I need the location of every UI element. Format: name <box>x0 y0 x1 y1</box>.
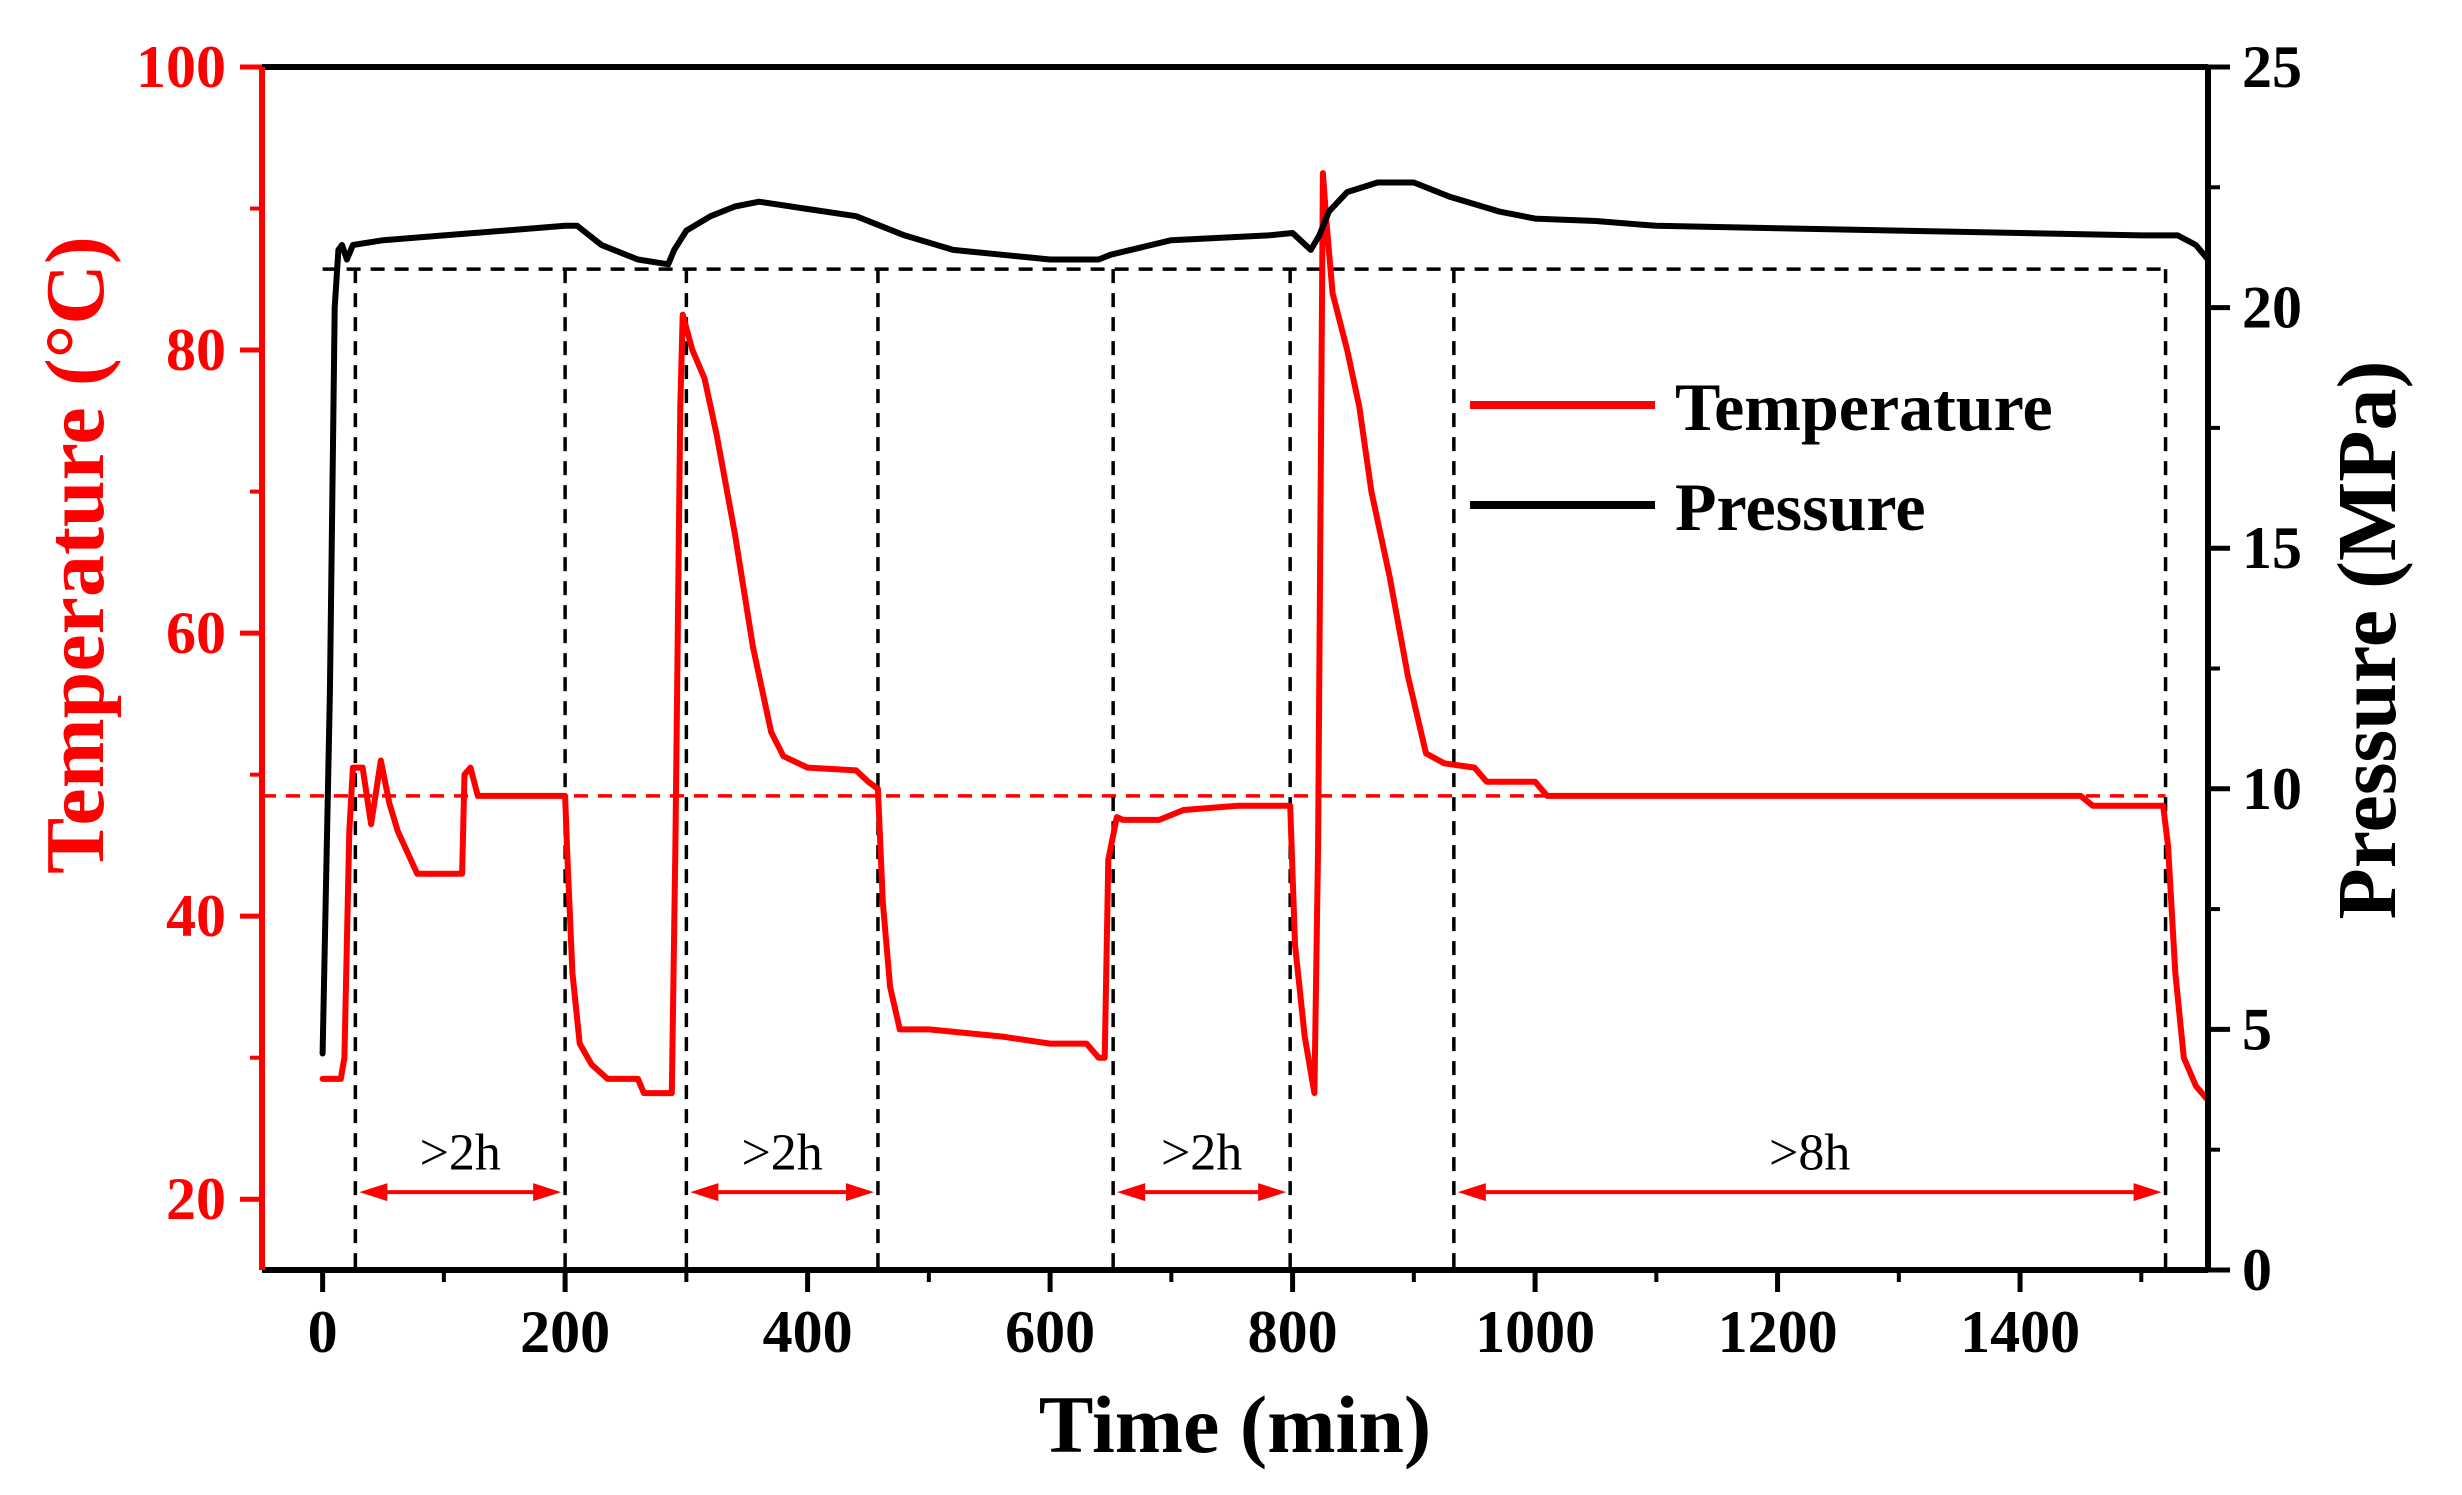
x-tick-label: 800 <box>1248 1299 1338 1365</box>
duration-label: >2h <box>1161 1125 1242 1182</box>
duration-label: >2h <box>420 1125 501 1182</box>
right-y-axis-title: Pressure (MPa) <box>2321 360 2414 919</box>
x-tick-label: 1200 <box>1718 1299 1838 1365</box>
left-tick-label: 100 <box>136 34 226 100</box>
right-tick-label: 25 <box>2242 34 2302 100</box>
legend-pressure-label: Pressure <box>1675 469 1926 545</box>
duration-label: >2h <box>741 1125 822 1182</box>
series-pressure <box>319 179 2211 1057</box>
duration-annotation-3: >8h <box>1457 1125 2162 1202</box>
arrow-head-left <box>690 1183 719 1202</box>
right-tick-label: 20 <box>2242 275 2302 341</box>
duration-label: >8h <box>1769 1125 1850 1182</box>
arrow-head-right <box>845 1183 874 1202</box>
legend-temperature-label: Temperature <box>1675 369 2053 445</box>
series-temperature <box>319 170 2211 1104</box>
left-tick-label: 20 <box>166 1166 226 1232</box>
arrow-head-left <box>1457 1183 1486 1202</box>
x-axis-title: Time (min) <box>1039 1379 1432 1470</box>
x-tick-label: 1000 <box>1475 1299 1595 1365</box>
x-tick-label: 0 <box>308 1299 338 1365</box>
arrow-head-left <box>1117 1183 1146 1202</box>
right-tick-label: 10 <box>2242 756 2302 822</box>
right-tick-label: 15 <box>2242 515 2302 581</box>
duration-annotation-0: >2h <box>359 1125 562 1202</box>
right-tick-label: 5 <box>2242 996 2272 1062</box>
x-tick-label: 400 <box>763 1299 853 1365</box>
x-tick-label: 600 <box>1005 1299 1095 1365</box>
arrow-head-right <box>2133 1183 2162 1202</box>
legend: Temperature Pressure <box>1470 369 2053 545</box>
plot-area: >2h >2h >2h >8h <box>262 170 2211 1270</box>
axes: 0 200 400 600 800 1000 1200 1400204060801000510… <box>136 34 2302 1365</box>
left-y-axis-title: Temperature (°C) <box>29 236 122 874</box>
left-tick-label: 40 <box>166 883 226 949</box>
duration-annotation-1: >2h <box>690 1125 874 1202</box>
x-tick-label: 200 <box>520 1299 610 1365</box>
x-tick-label: 1400 <box>1960 1299 2080 1365</box>
arrow-head-right <box>1258 1183 1287 1202</box>
arrow-head-left <box>359 1183 388 1202</box>
arrow-head-right <box>533 1183 562 1202</box>
left-tick-label: 80 <box>166 317 226 383</box>
duration-annotation-2: >2h <box>1117 1125 1287 1202</box>
left-tick-label: 60 <box>166 600 226 666</box>
right-tick-label: 0 <box>2242 1237 2272 1303</box>
